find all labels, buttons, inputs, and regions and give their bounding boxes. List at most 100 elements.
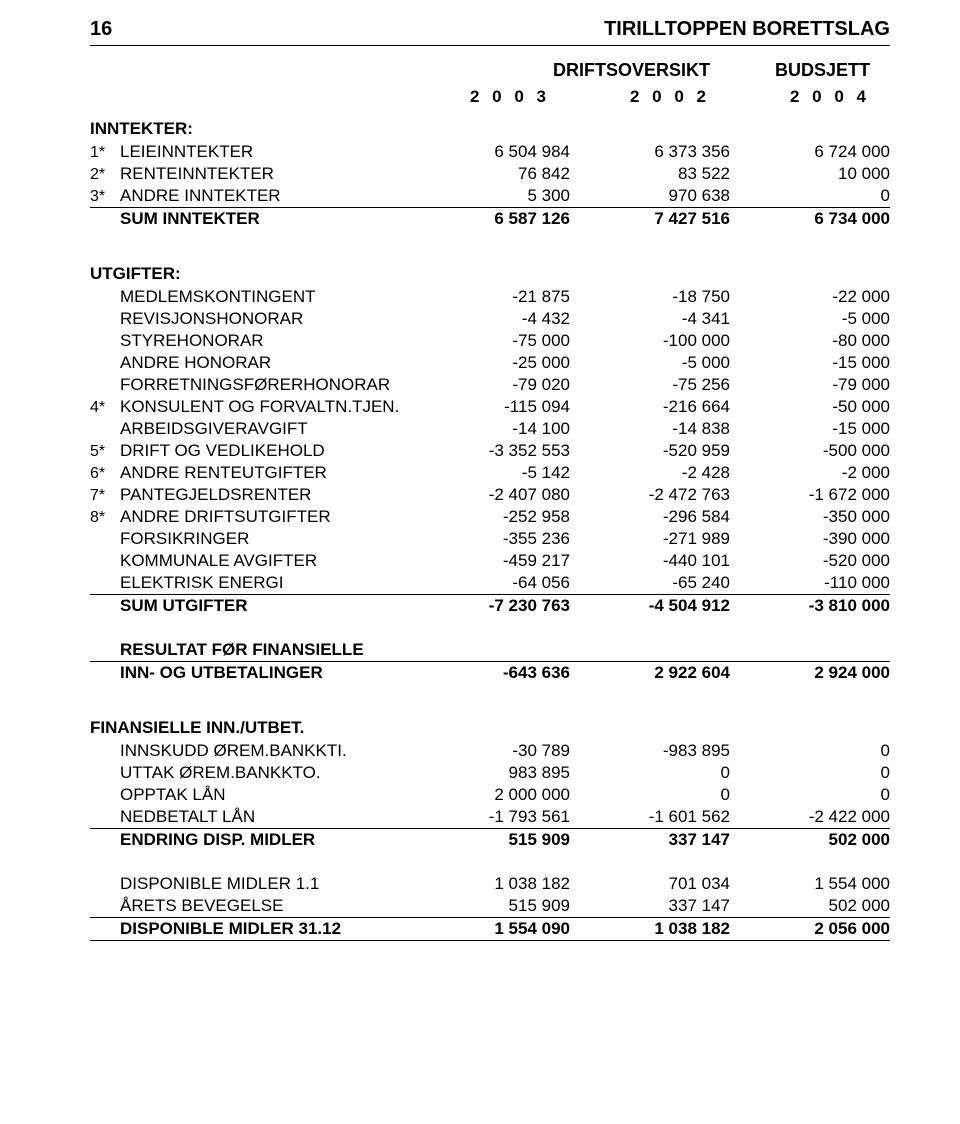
- row-mark: 7*: [90, 484, 120, 506]
- cell: -3 810 000: [730, 595, 890, 618]
- cell: -2 422 000: [730, 806, 890, 829]
- cell: -520 000: [730, 550, 890, 572]
- row-label: ÅRETS BEVEGELSE: [120, 895, 410, 918]
- table-row: 3*ANDRE INNTEKTER5 300970 6380: [90, 185, 890, 208]
- table-row: 4*KONSULENT OG FORVALTN.TJEN.-115 094-21…: [90, 396, 890, 418]
- cell: 6 587 126: [410, 208, 570, 231]
- disp-sum: DISPONIBLE MIDLER 31.12 1 554 090 1 038 …: [90, 918, 890, 941]
- row-mark: [90, 330, 120, 352]
- section-title-row: DRIFTSOVERSIKT BUDSJETT: [90, 60, 890, 81]
- row-label: KONSULENT OG FORVALTN.TJEN.: [120, 396, 410, 418]
- row-label: ARBEIDSGIVERAVGIFT: [120, 418, 410, 440]
- table-row: 2*RENTEINNTEKTER76 84283 52210 000: [90, 163, 890, 185]
- row-mark: [90, 740, 120, 762]
- row-label: ENDRING DISP. MIDLER: [120, 829, 410, 852]
- cell: -64 056: [410, 572, 570, 595]
- budget-label: BUDSJETT: [710, 60, 870, 81]
- row-label: ANDRE DRIFTSUTGIFTER: [120, 506, 410, 528]
- cell: -79 020: [410, 374, 570, 396]
- inntekter-table: 1*LEIEINNTEKTER6 504 9846 373 3566 724 0…: [90, 141, 890, 230]
- page-title: TIRILLTOPPEN BORETTSLAG: [604, 18, 890, 41]
- cell: -50 000: [730, 396, 890, 418]
- cell: -271 989: [570, 528, 730, 550]
- table-row: KOMMUNALE AVGIFTER-459 217-440 101-520 0…: [90, 550, 890, 572]
- row-mark: [90, 418, 120, 440]
- cell: 6 734 000: [730, 208, 890, 231]
- cell: 701 034: [570, 873, 730, 895]
- row-mark: [90, 895, 120, 918]
- cell: -5 142: [410, 462, 570, 484]
- cell: -4 432: [410, 308, 570, 330]
- inntekter-sum: SUM INNTEKTER 6 587 126 7 427 516 6 734 …: [90, 208, 890, 231]
- cell: -79 000: [730, 374, 890, 396]
- cell: -1 672 000: [730, 484, 890, 506]
- year-col-3: 2 0 0 4: [710, 87, 870, 107]
- utgifter-sum: SUM UTGIFTER -7 230 763 -4 504 912 -3 81…: [90, 595, 890, 618]
- table-row: REVISJONSHONORAR-4 432-4 341-5 000: [90, 308, 890, 330]
- cell: 0: [730, 784, 890, 806]
- header-rule: [90, 45, 890, 46]
- row-label: REVISJONSHONORAR: [120, 308, 410, 330]
- cell: -440 101: [570, 550, 730, 572]
- cell: -459 217: [410, 550, 570, 572]
- cell: 0: [730, 185, 890, 208]
- cell: -25 000: [410, 352, 570, 374]
- row-mark: [90, 286, 120, 308]
- resultat-heading-row: RESULTAT FØR FINANSIELLE: [90, 639, 890, 662]
- table-row: NEDBETALT LÅN-1 793 561-1 601 562-2 422 …: [90, 806, 890, 829]
- row-label: KOMMUNALE AVGIFTER: [120, 550, 410, 572]
- cell: -4 504 912: [570, 595, 730, 618]
- year-col-2: 2 0 0 2: [550, 87, 710, 107]
- cell: 7 427 516: [570, 208, 730, 231]
- cell: -80 000: [730, 330, 890, 352]
- row-mark: 6*: [90, 462, 120, 484]
- cell: -500 000: [730, 440, 890, 462]
- finans-heading: FINANSIELLE INN./UTBET.: [90, 718, 890, 738]
- utgifter-body: MEDLEMSKONTINGENT-21 875-18 750-22 000RE…: [90, 286, 890, 595]
- row-mark: [90, 806, 120, 829]
- row-label: DISPONIBLE MIDLER 1.1: [120, 873, 410, 895]
- table-row: ANDRE HONORAR-25 000-5 000-15 000: [90, 352, 890, 374]
- cell: 1 554 090: [410, 918, 570, 941]
- table-row: OPPTAK LÅN2 000 00000: [90, 784, 890, 806]
- cell: -2 000: [730, 462, 890, 484]
- row-label: FORRETNINGSFØRERHONORAR: [120, 374, 410, 396]
- cell: 0: [730, 762, 890, 784]
- table-row: FORRETNINGSFØRERHONORAR-79 020-75 256-79…: [90, 374, 890, 396]
- row-label: MEDLEMSKONTINGENT: [120, 286, 410, 308]
- cell: -4 341: [570, 308, 730, 330]
- table-row: ÅRETS BEVEGELSE515 909337 147502 000: [90, 895, 890, 918]
- row-label: RENTEINNTEKTER: [120, 163, 410, 185]
- page: 16 TIRILLTOPPEN BORETTSLAG DRIFTSOVERSIK…: [0, 0, 960, 1124]
- table-row: 5*DRIFT OG VEDLIKEHOLD-3 352 553-520 959…: [90, 440, 890, 462]
- cell: -355 236: [410, 528, 570, 550]
- cell: -390 000: [730, 528, 890, 550]
- cell: -21 875: [410, 286, 570, 308]
- row-mark: 2*: [90, 163, 120, 185]
- cell: -14 100: [410, 418, 570, 440]
- cell: -520 959: [570, 440, 730, 462]
- cell: -350 000: [730, 506, 890, 528]
- cell: -216 664: [570, 396, 730, 418]
- table-row: DISPONIBLE MIDLER 1.11 038 182701 0341 5…: [90, 873, 890, 895]
- cell: 76 842: [410, 163, 570, 185]
- cell: 2 924 000: [730, 662, 890, 685]
- cell: 337 147: [570, 895, 730, 918]
- cell: -115 094: [410, 396, 570, 418]
- cell: -22 000: [730, 286, 890, 308]
- row-label: DISPONIBLE MIDLER 31.12: [120, 918, 410, 941]
- page-header: 16 TIRILLTOPPEN BORETTSLAG: [90, 18, 890, 41]
- cell: 983 895: [410, 762, 570, 784]
- cell: 2 056 000: [730, 918, 890, 941]
- row-label: SUM UTGIFTER: [120, 595, 410, 618]
- cell: 1 554 000: [730, 873, 890, 895]
- drifts-label: DRIFTSOVERSIKT: [550, 60, 710, 81]
- table-row: MEDLEMSKONTINGENT-21 875-18 750-22 000: [90, 286, 890, 308]
- finans-table: INNSKUDD ØREM.BANKKTI.-30 789-983 8950UT…: [90, 740, 890, 851]
- cell: 6 724 000: [730, 141, 890, 163]
- row-label: UTTAK ØREM.BANKKTO.: [120, 762, 410, 784]
- table-row: 7*PANTEGJELDSRENTER-2 407 080-2 472 763-…: [90, 484, 890, 506]
- cell: 83 522: [570, 163, 730, 185]
- row-label: ELEKTRISK ENERGI: [120, 572, 410, 595]
- page-number: 16: [90, 18, 112, 41]
